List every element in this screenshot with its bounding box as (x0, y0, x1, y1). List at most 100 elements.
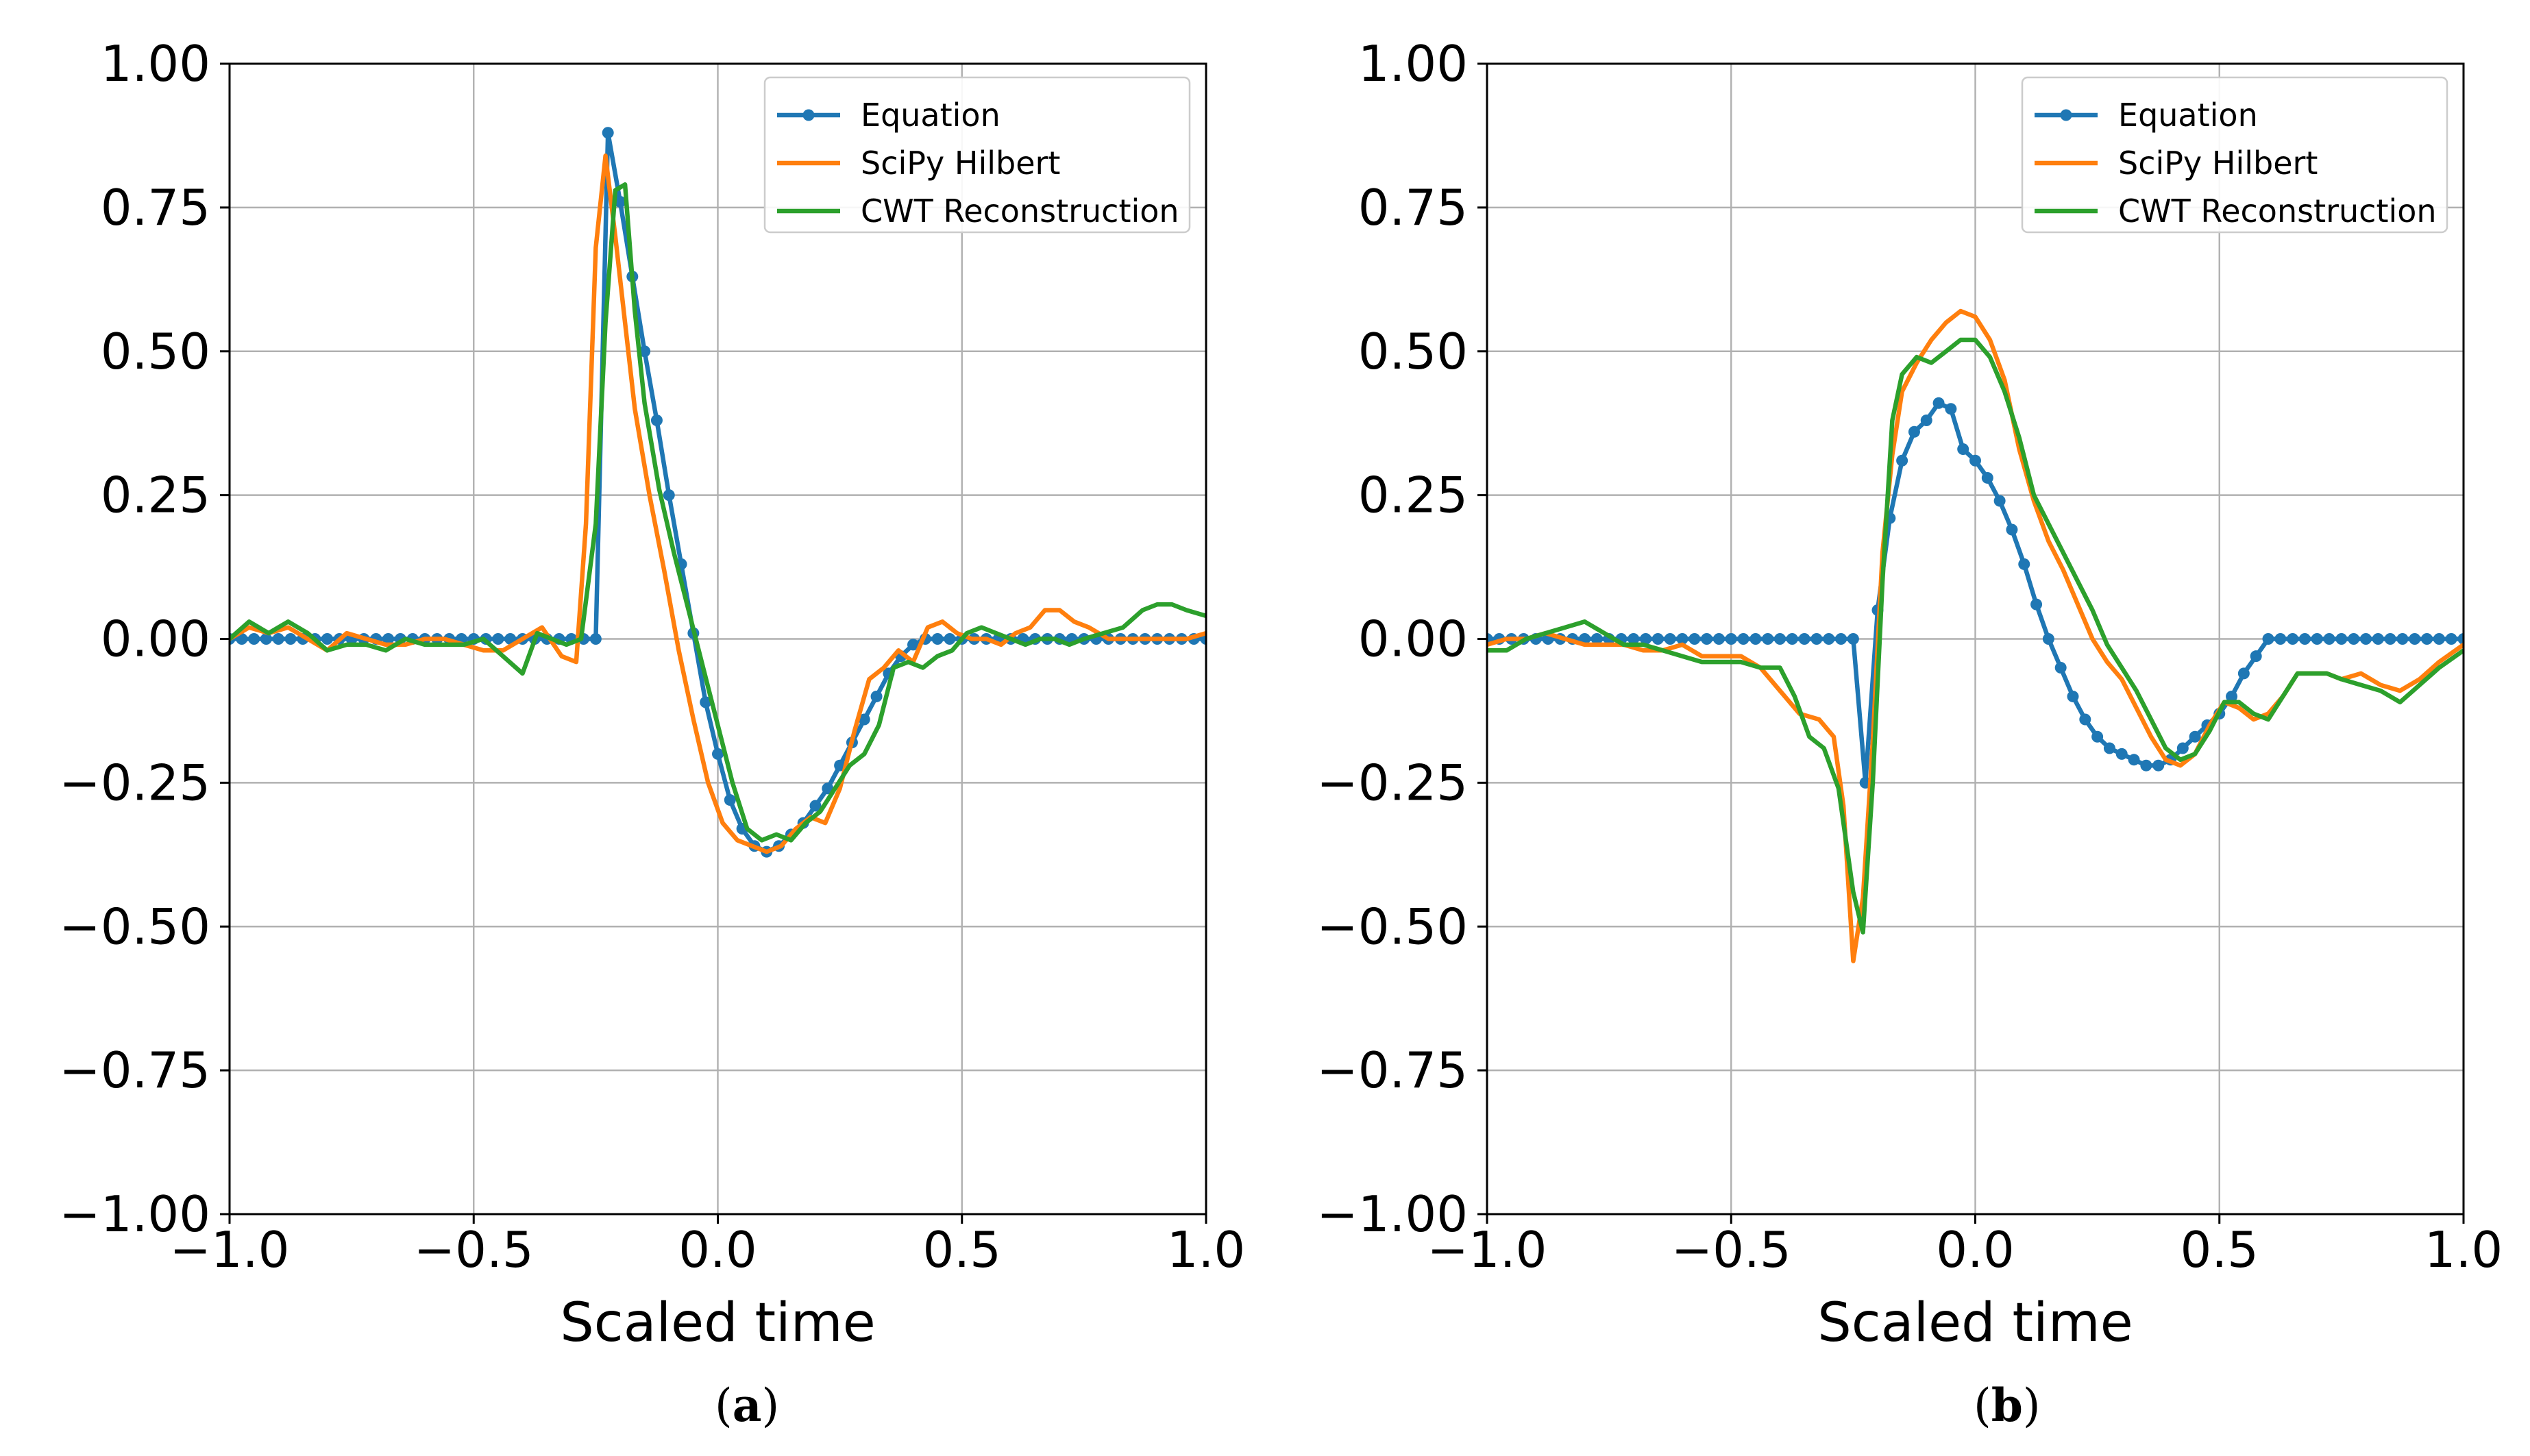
series-group (230, 127, 1206, 858)
legend-box (763, 76, 1191, 234)
point-equation (1969, 454, 1981, 467)
point-equation (1786, 633, 1798, 645)
legend-label-equation: Equation (861, 97, 1000, 134)
x-axis-label: Scaled time (560, 1292, 875, 1354)
point-equation (2140, 759, 2152, 772)
series-line-cwt-reconstruction (1487, 337, 2464, 935)
legend-label-equation: Equation (2118, 97, 2258, 134)
point-equation (1835, 633, 1847, 645)
series-line-cwt-reconstruction (230, 182, 1206, 843)
point-equation (2445, 633, 2457, 645)
series-group (1487, 308, 2464, 963)
point-equation (1945, 403, 1957, 415)
point-equation (2189, 730, 2201, 743)
point-equation (2152, 759, 2165, 772)
legend-label-cwt-reconstruction: CWT Reconstruction (861, 193, 1179, 230)
x-tick-label: −1.0 (170, 1221, 290, 1279)
legend-label-scipy-hilbert: SciPy Hilbert (861, 145, 1060, 182)
point-equation (1712, 633, 1725, 645)
point-equation (1798, 633, 1810, 645)
point-equation (2091, 730, 2104, 743)
x-tick-label: 0.5 (922, 1221, 1001, 1279)
point-equation (1823, 633, 1835, 645)
point-equation (1932, 397, 1945, 409)
point-equation (1993, 495, 2006, 507)
point-equation (2018, 558, 2030, 570)
y-tick-label: −0.25 (1316, 754, 1468, 811)
point-equation (2335, 633, 2348, 645)
point-equation (2030, 598, 2043, 610)
panel-b-caption: (b) (1974, 1379, 2041, 1432)
y-tick-label: −0.50 (1316, 898, 1468, 955)
point-equation (944, 633, 956, 645)
x-tick-label: 0.0 (1936, 1221, 2015, 1279)
point-equation (907, 639, 919, 651)
panel-b: −1.0 −0.5 0.0 0.5 1.0 −1.00 −0.75 −0.50 −0.25 0.0… (1316, 35, 2503, 1354)
point-equation (614, 195, 626, 208)
point-equation (712, 748, 724, 760)
point-equation (2348, 633, 2360, 645)
point-equation (663, 489, 675, 502)
x-tick-label: −1.0 (1427, 1221, 1547, 1279)
y-tick-label: 0.00 (1358, 610, 1468, 668)
point-equation (272, 633, 284, 645)
legend-label-scipy-hilbert: SciPy Hilbert (2118, 145, 2318, 182)
point-equation (589, 633, 602, 645)
point-equation (2274, 633, 2287, 645)
y-tick-label: 0.00 (101, 610, 210, 668)
point-equation (1688, 633, 1701, 645)
point-equation (2384, 633, 2396, 645)
panel-a: −1.0 −0.5 0.0 0.5 1.0 −1.00 −0.75 −0.50 −0.25 0.0… (59, 35, 1245, 1354)
point-equation (2054, 661, 2067, 674)
point-equation (284, 633, 297, 645)
y-tick-label: 1.00 (1358, 35, 1468, 92)
point-equation (2226, 690, 2238, 702)
series-line-scipy-hilbert (230, 153, 1206, 854)
point-equation (492, 633, 504, 645)
point-equation (2103, 742, 2115, 754)
point-equation (1640, 633, 1652, 645)
point-equation (2396, 633, 2409, 645)
panel-a-caption: (a) (715, 1379, 780, 1432)
point-equation (1847, 633, 1859, 645)
point-equation (870, 690, 883, 702)
point-equation (2433, 633, 2445, 645)
point-equation (650, 414, 663, 426)
x-tick-label: −0.5 (1671, 1221, 1791, 1279)
point-equation (602, 127, 614, 139)
point-equation (809, 800, 822, 812)
point-equation (1664, 633, 1676, 645)
point-equation (1896, 454, 1908, 467)
x-tick-label: −0.5 (414, 1221, 534, 1279)
point-equation (1920, 414, 1932, 426)
legend-label-cwt-reconstruction: CWT Reconstruction (2118, 193, 2437, 230)
point-equation (2409, 633, 2421, 645)
y-tick-label: −1.00 (59, 1185, 210, 1243)
point-equation (1676, 633, 1688, 645)
point-equation (2176, 742, 2189, 754)
point-equation (2298, 633, 2311, 645)
point-equation (1628, 633, 1640, 645)
point-equation (2042, 633, 2054, 645)
point-equation (248, 633, 260, 645)
y-tick-label: −0.50 (59, 898, 210, 955)
legend: Equation SciPy Hilbert CWT Reconstruction (2021, 76, 2448, 234)
point-equation (2360, 633, 2372, 645)
point-equation (1701, 633, 1713, 645)
point-equation (2372, 633, 2384, 645)
point-equation (724, 794, 736, 806)
point-equation (2457, 633, 2464, 645)
point-equation (2250, 650, 2262, 663)
point-equation (1651, 633, 1664, 645)
point-equation (2067, 690, 2079, 702)
legend-marker-equation (802, 109, 815, 121)
x-tick-label: 0.0 (678, 1221, 757, 1279)
y-tick-label: −0.25 (59, 754, 210, 811)
point-equation (1774, 633, 1786, 645)
y-tick-label: 1.00 (101, 35, 210, 92)
point-equation (700, 696, 712, 708)
point-equation (1591, 633, 1603, 645)
point-equation (1737, 633, 1749, 645)
point-equation (931, 633, 944, 645)
